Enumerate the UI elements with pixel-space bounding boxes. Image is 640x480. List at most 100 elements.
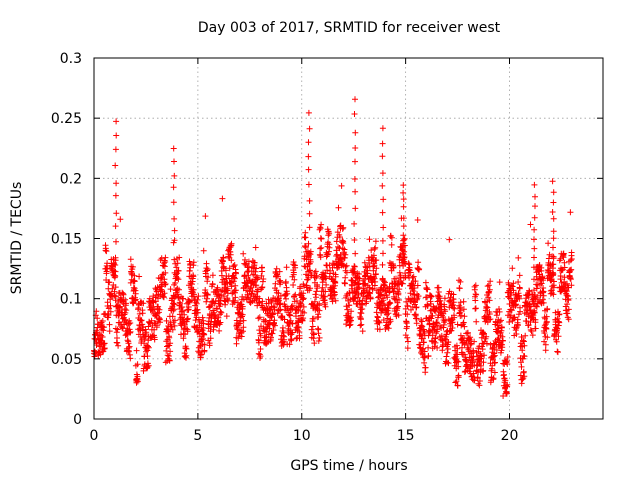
data-point [335, 204, 342, 211]
data-point [119, 324, 126, 331]
data-point [461, 341, 468, 348]
data-point [514, 316, 521, 323]
data-point [131, 272, 138, 279]
data-point [376, 326, 383, 333]
data-point [260, 327, 267, 334]
data-point [329, 260, 336, 267]
data-point [531, 309, 538, 316]
data-point [531, 287, 537, 294]
data-point [499, 344, 506, 351]
data-point [291, 276, 298, 283]
data-point [457, 307, 464, 314]
data-point [543, 318, 550, 325]
data-point [134, 378, 141, 385]
data-point [184, 315, 191, 322]
data-point [507, 312, 514, 319]
data-point [228, 240, 235, 247]
data-point [522, 332, 529, 339]
data-point [170, 199, 177, 206]
data-point [455, 358, 462, 365]
data-point [504, 354, 511, 360]
data-point [200, 247, 207, 254]
data-point [418, 322, 425, 329]
data-point [425, 353, 432, 360]
data-point [567, 257, 574, 264]
data-point [305, 139, 312, 146]
data-point [413, 304, 420, 311]
data-point [521, 353, 528, 360]
data-point [302, 243, 308, 249]
data-point [404, 345, 411, 352]
data-point [442, 317, 449, 324]
data-point [496, 279, 503, 286]
data-point [564, 301, 571, 308]
data-point [442, 308, 449, 315]
data-point [305, 109, 312, 116]
data-point [454, 382, 461, 389]
data-point [306, 224, 313, 231]
data-point [183, 352, 190, 359]
data-point [190, 273, 197, 280]
data-point [402, 332, 409, 339]
data-point [420, 339, 427, 346]
data-point [134, 361, 141, 368]
data-point [113, 329, 120, 336]
data-point [414, 217, 421, 223]
data-point [323, 281, 330, 288]
data-point [549, 178, 556, 185]
data-point [194, 296, 201, 303]
data-point [255, 339, 262, 346]
y-tick-label: 0.15 [51, 232, 82, 248]
data-point [132, 290, 139, 297]
data-point [224, 296, 231, 303]
data-point [123, 307, 130, 314]
data-point [284, 290, 291, 297]
data-point [472, 282, 479, 289]
data-point [372, 244, 379, 251]
data-point [521, 373, 528, 380]
data-point [340, 224, 347, 231]
data-point [403, 298, 410, 305]
data-point [113, 238, 119, 245]
data-point [550, 189, 557, 196]
data-point [314, 285, 321, 292]
data-point [487, 278, 494, 285]
data-point [527, 306, 534, 313]
data-point [531, 254, 537, 261]
data-point [506, 319, 513, 325]
data-point [374, 314, 381, 321]
data-point [178, 304, 185, 310]
data-point [509, 265, 516, 272]
data-point [379, 140, 386, 147]
data-point [414, 282, 421, 289]
data-point [357, 316, 364, 323]
data-point [165, 353, 172, 359]
data-point [366, 290, 373, 297]
data-point [269, 297, 275, 304]
data-point [401, 242, 408, 249]
data-point [435, 293, 442, 300]
data-point [273, 265, 280, 272]
data-point [311, 340, 318, 347]
data-point [396, 286, 403, 293]
data-point [424, 286, 431, 293]
data-point [140, 300, 147, 307]
data-point [496, 308, 503, 315]
data-point [446, 236, 453, 243]
data-point [133, 347, 140, 354]
data-point [342, 251, 349, 258]
data-point [163, 317, 170, 324]
data-point [310, 315, 317, 322]
data-point [550, 253, 557, 260]
data-point [343, 269, 350, 276]
data-point [167, 348, 174, 355]
data-point [538, 280, 545, 287]
data-point [351, 263, 358, 270]
data-point [112, 192, 119, 199]
data-point [561, 274, 568, 281]
data-point [339, 261, 346, 268]
data-point [193, 300, 200, 307]
data-point [254, 276, 261, 283]
data-point [362, 281, 369, 288]
data-point [336, 234, 343, 240]
